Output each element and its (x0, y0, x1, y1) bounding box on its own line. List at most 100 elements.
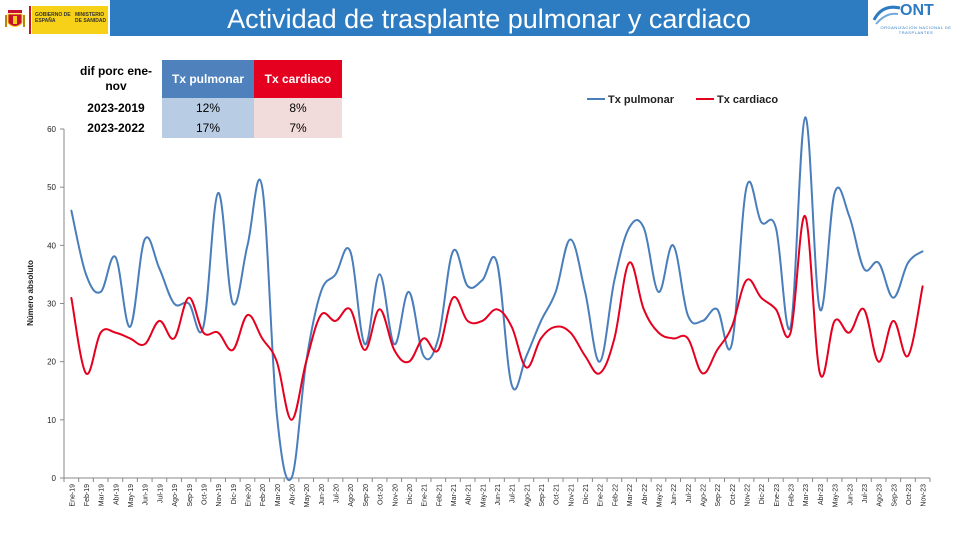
table-row: 2023-2019 12% 8% (70, 98, 342, 118)
data-point (877, 262, 880, 264)
x-tick-label: Ene-19 (69, 484, 76, 507)
data-point (481, 320, 484, 322)
data-point (716, 349, 718, 351)
gobierno-logo: GOBIERNO DE ESPAÑA MINISTERIO DE SANIDAD (4, 6, 108, 34)
data-point (628, 262, 630, 264)
x-tick-label: Feb-22 (612, 484, 619, 506)
x-tick-label: Sep-22 (715, 484, 722, 507)
data-point (657, 291, 660, 293)
data-point (569, 238, 572, 241)
data-point (70, 296, 73, 299)
data-point (584, 291, 586, 293)
data-point (613, 337, 616, 340)
x-tick-label: Jul-23 (862, 484, 869, 503)
y-tick-label: 40 (47, 241, 56, 250)
data-point (408, 291, 410, 293)
x-tick-label: Dic-19 (231, 484, 238, 504)
data-point (760, 221, 762, 223)
x-tick-label: Feb-21 (436, 484, 443, 506)
x-tick-label: Oct-20 (378, 484, 385, 505)
data-point (320, 291, 322, 293)
data-point (848, 215, 851, 218)
data-point (907, 262, 909, 264)
x-tick-label: Sep-19 (187, 484, 194, 507)
x-tick-label: Jun-19 (143, 484, 150, 506)
ont-name: ONT (900, 2, 934, 19)
data-point (364, 343, 366, 346)
data-point (188, 296, 190, 299)
data-point (466, 320, 469, 322)
data-point (833, 320, 836, 322)
data-point (804, 116, 806, 119)
table-cell-cardiaco: 8% (254, 98, 342, 118)
title-band (110, 0, 868, 36)
data-point (143, 343, 146, 346)
data-point (393, 343, 396, 346)
x-tick-label: Oct-19 (201, 484, 208, 505)
data-point (114, 331, 117, 334)
table-cell-cardiaco: 7% (254, 118, 342, 138)
data-point (745, 279, 748, 282)
x-tick-label: Abr-22 (642, 484, 649, 505)
x-tick-label: Abr-23 (818, 484, 825, 505)
x-tick-label: Jul-21 (510, 484, 517, 503)
data-point (510, 326, 513, 328)
legend-label: Tx cardiaco (717, 94, 778, 106)
data-point (466, 285, 469, 287)
x-tick-label: Sep-23 (891, 484, 898, 507)
y-tick-label: 0 (52, 474, 57, 483)
data-point (848, 331, 851, 334)
data-point (598, 360, 601, 363)
x-tick-label: Jun-20 (319, 484, 326, 506)
x-tick-label: Oct-22 (730, 484, 737, 505)
x-tick-label: May-21 (480, 484, 487, 507)
series-line-cardiaco (70, 215, 924, 421)
x-tick-label: May-22 (656, 484, 663, 507)
data-point (716, 308, 718, 311)
x-tick-label: Feb-20 (260, 484, 267, 506)
table-row-label: 2023-2019 (87, 101, 145, 115)
y-tick-label: 10 (47, 416, 56, 425)
data-point (452, 250, 454, 252)
data-point (701, 372, 704, 375)
data-point (437, 337, 440, 340)
x-tick-label: Sep-20 (363, 484, 370, 507)
data-point (789, 331, 792, 334)
x-tick-label: Mar-22 (627, 484, 634, 506)
data-point (349, 308, 352, 311)
data-point (863, 308, 865, 311)
data-point (217, 331, 219, 334)
data-point (173, 337, 175, 340)
x-tick-label: Nov-21 (568, 484, 575, 507)
data-point (334, 320, 337, 322)
x-tick-label: Abr-21 (466, 484, 473, 505)
x-tick-label: Ago-22 (700, 484, 707, 507)
x-tick-label: Mar-23 (803, 484, 810, 506)
data-point (261, 337, 264, 340)
data-point (819, 308, 821, 311)
x-tick-label: Nov-20 (392, 484, 399, 507)
ministerio-text: MINISTERIO DE SANIDAD (75, 12, 107, 24)
x-tick-label: Mar-19 (99, 484, 106, 506)
y-axis-label: Número absoluto (26, 260, 35, 326)
ont-subtitle: ORGANIZACIÓN NACIONAL DE TRASPLANTES (880, 25, 952, 35)
data-point (643, 227, 645, 229)
data-point (422, 355, 425, 357)
data-point (657, 331, 660, 334)
data-point (173, 302, 175, 305)
data-point (481, 279, 484, 282)
x-tick-label: May-20 (304, 484, 311, 507)
x-tick-label: Dic-21 (583, 484, 590, 504)
data-point (246, 314, 249, 316)
x-tick-label: Jul-19 (157, 484, 164, 503)
data-point (99, 291, 102, 293)
logo-yellow-band (32, 6, 108, 34)
data-point (584, 355, 586, 357)
page-title: Actividad de trasplante pulmonar y cardi… (227, 4, 751, 34)
data-point (613, 279, 616, 282)
x-tick-label: Nov-19 (216, 484, 223, 507)
x-tick-label: May-23 (833, 484, 840, 507)
data-point (129, 337, 131, 340)
data-point (158, 320, 161, 322)
x-tick-label: Oct-21 (554, 484, 561, 505)
